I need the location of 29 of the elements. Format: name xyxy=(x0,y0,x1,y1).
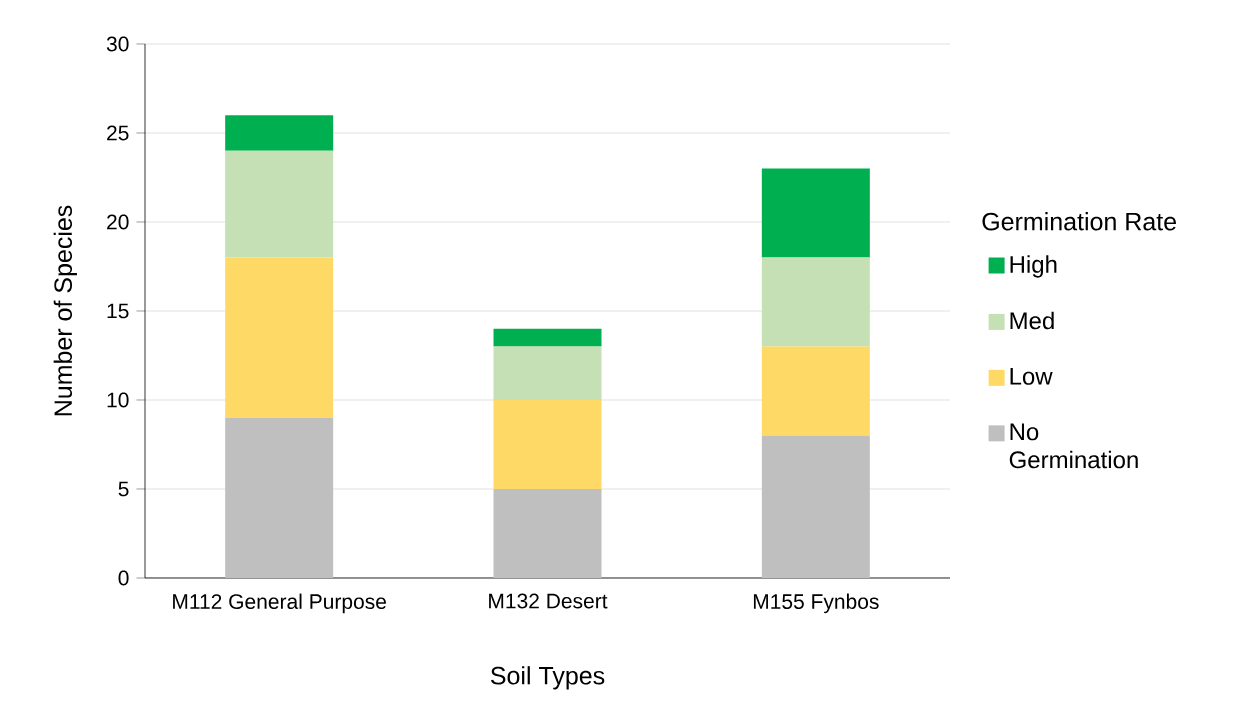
bar xyxy=(493,328,602,347)
bar xyxy=(493,488,602,578)
bar xyxy=(493,346,602,400)
y-axis-title: Number of Species xyxy=(53,205,77,416)
x-tick-label: M132 Desert xyxy=(489,593,608,609)
y-tick-label: 30 xyxy=(106,36,129,52)
bar xyxy=(493,399,602,489)
legend-title: Germination Rate xyxy=(982,212,1176,231)
y-tick-label: 15 xyxy=(107,303,129,319)
legend-label: Low xyxy=(1010,368,1053,385)
legend-label: High xyxy=(1010,255,1057,278)
bar xyxy=(761,435,870,578)
x-axis-title: Soil Types xyxy=(490,666,605,690)
x-tick-label: M155 Fynbos xyxy=(753,593,879,614)
y-tick-label: 10 xyxy=(107,392,129,408)
y-tick-label: 0 xyxy=(118,570,129,586)
bar xyxy=(225,417,334,578)
bar xyxy=(225,150,334,258)
bar xyxy=(761,168,870,258)
legend-label: No Germination xyxy=(1009,423,1138,469)
bar xyxy=(225,257,334,418)
bar xyxy=(761,346,870,436)
bar xyxy=(761,257,870,347)
x-tick-label: M112 General Purpose xyxy=(173,593,386,614)
y-tick-label: 5 xyxy=(118,481,129,497)
bar xyxy=(225,115,334,151)
y-tick-label: 25 xyxy=(107,125,129,141)
y-tick-label: 20 xyxy=(107,214,129,230)
legend-label: Med xyxy=(1010,311,1054,330)
